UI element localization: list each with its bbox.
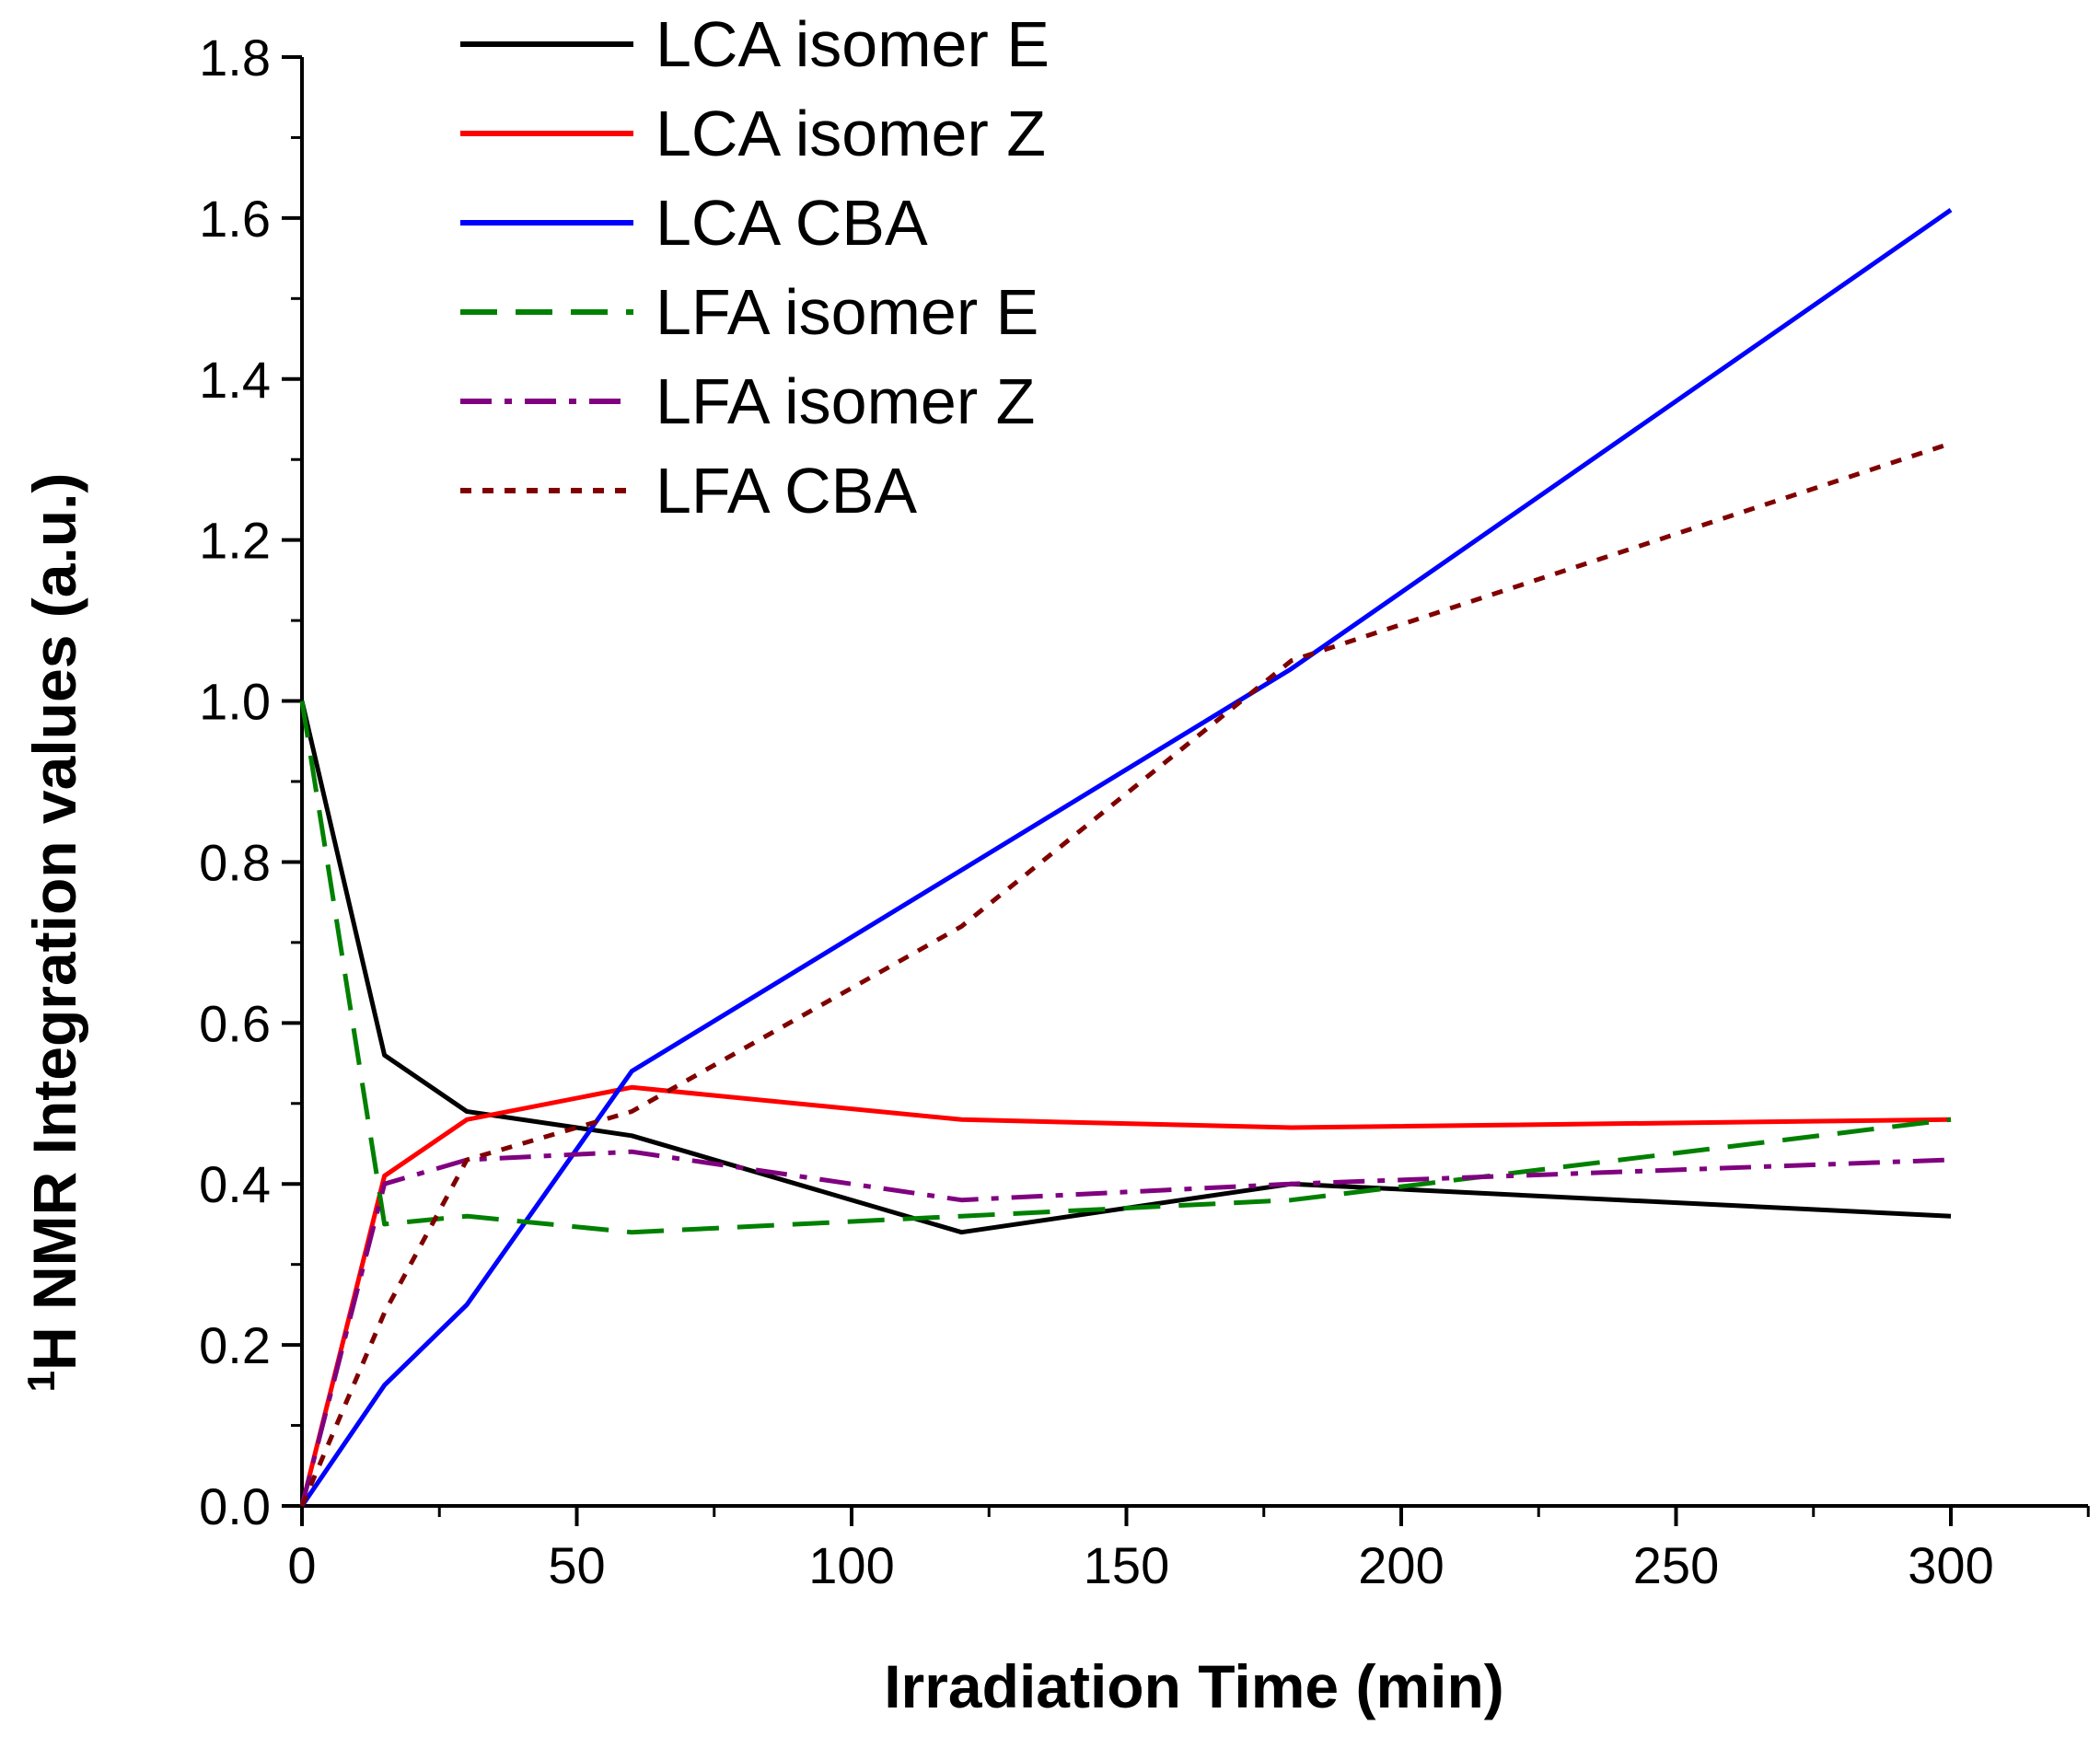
- series-group: [299, 208, 1953, 1508]
- legend-label: LFA CBA: [656, 455, 917, 527]
- x-tick-label: 250: [1633, 1536, 1719, 1594]
- legend-label: LCA isomer Z: [656, 98, 1046, 169]
- x-tick-label: 100: [808, 1536, 894, 1594]
- x-tick-label: 300: [1908, 1536, 1993, 1594]
- y-tick-label: 0.8: [199, 833, 271, 891]
- legend-label: LFA isomer Z: [656, 365, 1035, 437]
- x-tick-label: 150: [1084, 1536, 1169, 1594]
- x-tick-label: 50: [548, 1536, 605, 1594]
- y-axis-title-text: H NMR Integration values (a.u.): [20, 473, 88, 1371]
- y-tick-label: 0.2: [199, 1316, 271, 1374]
- legend-label: LCA CBA: [656, 187, 928, 259]
- y-tick-label: 0.6: [199, 994, 271, 1052]
- x-tick-label: 0: [287, 1536, 316, 1594]
- y-tick-label: 1.2: [199, 512, 271, 570]
- series-line-4: [299, 700, 1952, 1235]
- series-line-5: [299, 1149, 1952, 1507]
- y-tick-label: 1.8: [199, 29, 271, 87]
- x-axis-title: Irradiation Time (min): [884, 1652, 1504, 1720]
- legend-label: LCA isomer E: [656, 8, 1050, 80]
- series-line-3: [299, 208, 1953, 1508]
- y-axis-title-superscript: 1: [19, 1371, 63, 1392]
- x-tick-label: 200: [1358, 1536, 1444, 1594]
- y-tick-label: 1.6: [199, 190, 271, 248]
- y-tick-label: 1.4: [199, 351, 271, 409]
- series-line-2: [299, 1084, 1952, 1507]
- series-line-6: [299, 441, 1952, 1507]
- y-tick-label: 0.4: [199, 1155, 271, 1213]
- y-tick-label: 1.0: [199, 673, 271, 731]
- y-tick-label: 0.0: [199, 1477, 271, 1535]
- axes: 0.0 0.2 0.4 0.6 0.8 1.0 1.2 1.4 1.6 1.8 0 50 100 150 2…: [199, 29, 2090, 1594]
- y-axis-title: 1H NMR Integration values (a.u.): [19, 473, 89, 1393]
- legend: LCA isomer E LCA isomer Z LCA CBA LFA isome…: [460, 8, 1050, 527]
- legend-label: LFA isomer E: [656, 276, 1038, 348]
- series-line-1: [299, 700, 1952, 1235]
